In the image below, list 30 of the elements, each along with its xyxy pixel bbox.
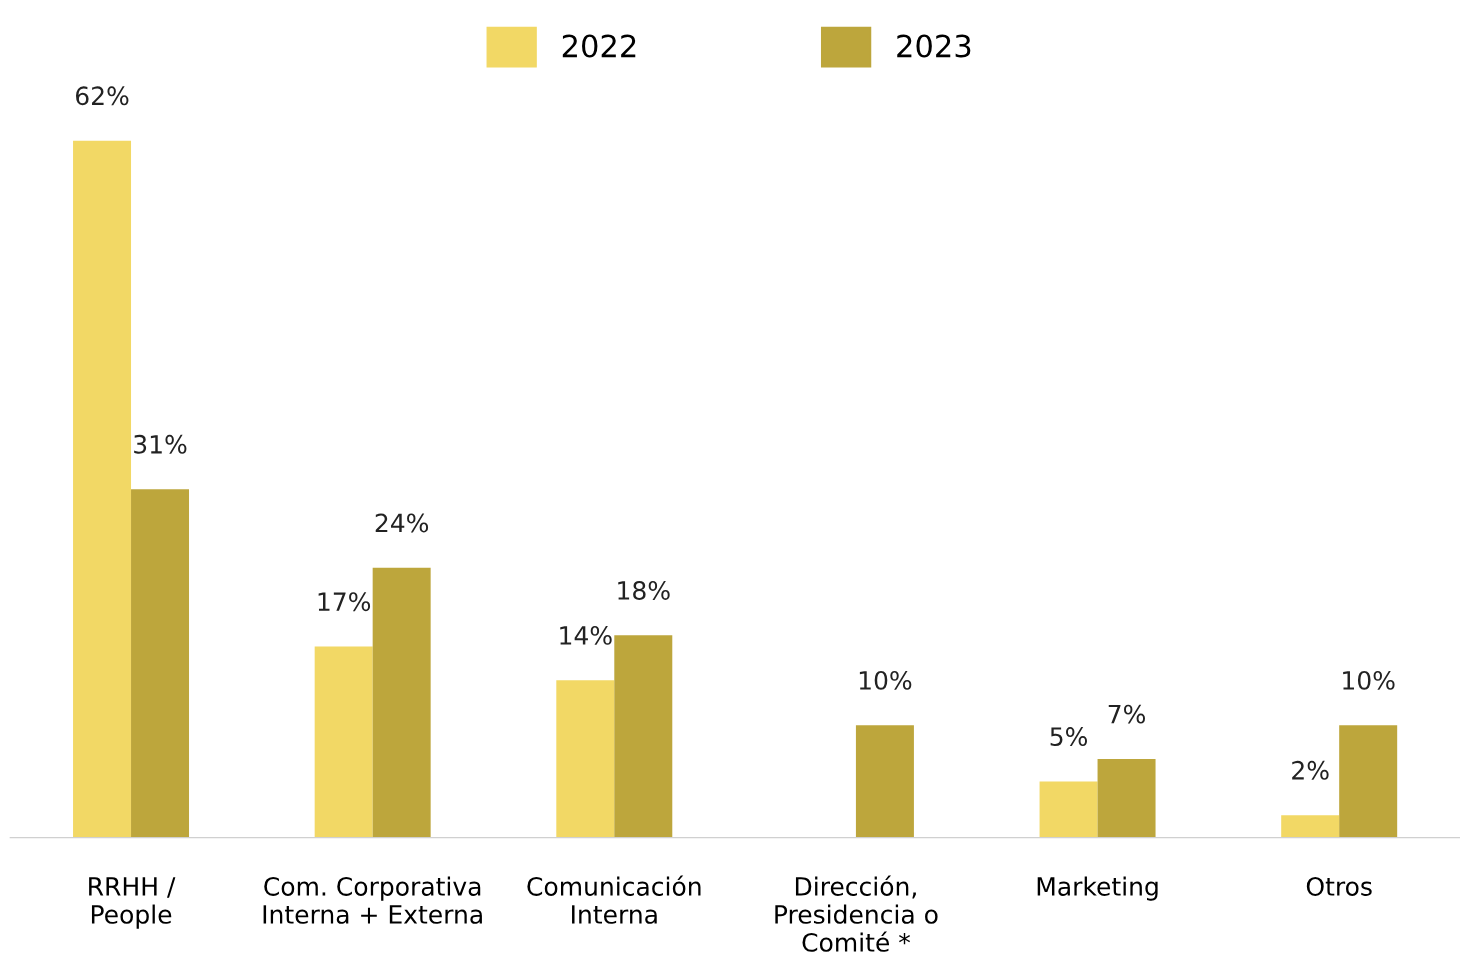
data-label: 10% <box>1343 670 1395 690</box>
legend-label: 2023 <box>897 34 971 58</box>
bar <box>314 646 373 838</box>
bar <box>1039 781 1098 838</box>
x-tick-label: Comunicación Interna <box>527 875 701 924</box>
bar <box>1339 725 1398 838</box>
data-label: 2% <box>1292 760 1329 780</box>
data-label: 31% <box>134 434 187 454</box>
bar <box>372 567 431 838</box>
bar <box>614 635 673 838</box>
bar <box>131 489 190 838</box>
x-tick-label: Marketing <box>1037 876 1158 901</box>
x-tick-label: Otros <box>1306 876 1372 896</box>
bar <box>855 725 914 838</box>
bar <box>1097 758 1156 838</box>
data-label: 17% <box>318 592 371 612</box>
x-tick-label: Dirección, Presidencia o Comité * <box>775 875 938 952</box>
data-label: 14% <box>560 625 612 645</box>
bar <box>556 680 615 838</box>
x-tick-label: Com. Corporativa Interna + Externa <box>263 876 482 924</box>
bar <box>1281 815 1340 838</box>
data-label: 18% <box>618 580 670 600</box>
bar <box>73 140 132 838</box>
data-label: 62% <box>76 86 129 106</box>
data-label: 10% <box>859 670 912 690</box>
legend-label: 2022 <box>562 34 636 58</box>
data-label: 7% <box>1108 704 1145 724</box>
data-label: 5% <box>1050 727 1088 747</box>
data-label: 24% <box>375 513 429 533</box>
x-tick-label: RRHH / People <box>89 877 176 929</box>
